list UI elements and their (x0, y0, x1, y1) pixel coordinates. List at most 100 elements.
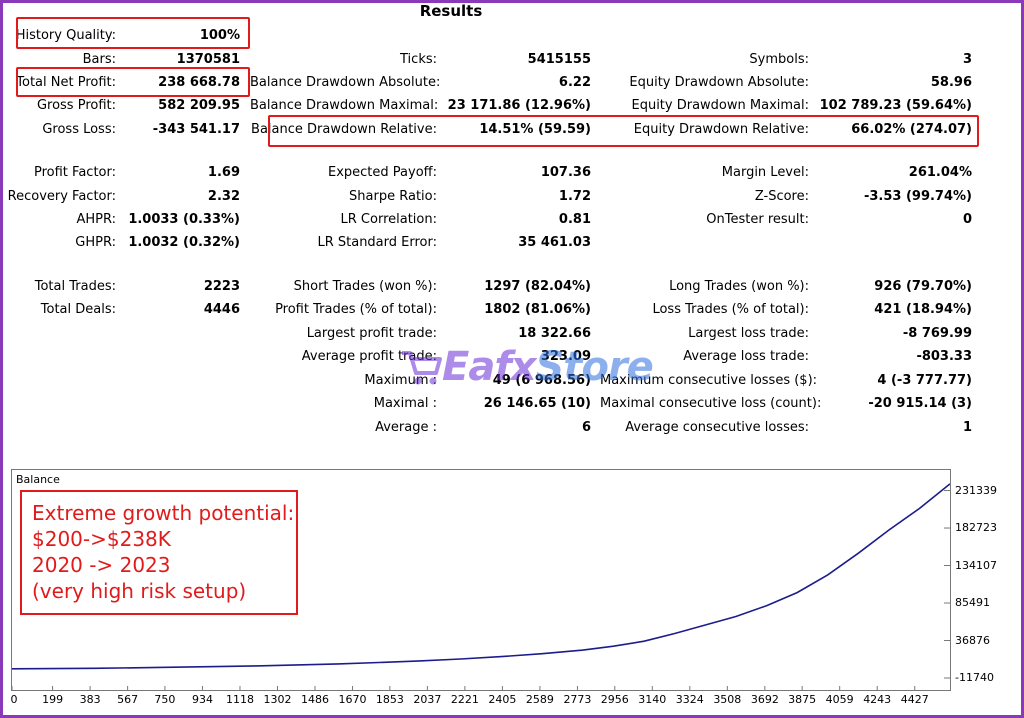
ghpr-label: GHPR: (75, 235, 116, 250)
equity-dd-max-label: Equity Drawdown Maximal: (631, 98, 809, 113)
long-trades-label: Long Trades (won %): (669, 279, 809, 294)
cart-icon (402, 351, 442, 385)
callout-line-3: 2020 -> 2023 (32, 553, 171, 577)
maximal-value: 26 146.65 (10) (483, 396, 591, 411)
short-trades-label: Short Trades (won %): (293, 279, 437, 294)
expected-payoff-label: Expected Payoff: (328, 165, 437, 180)
x-tick-label: 750 (154, 693, 176, 706)
profit-trades-label: Profit Trades (% of total): (275, 302, 437, 317)
avg-profit-value: 323.09 (540, 349, 591, 364)
total-net-profit-value: 238 668.78 (158, 75, 240, 90)
y-tick-label: -11740 (955, 671, 994, 684)
balance-dd-abs-label: Balance Drawdown Absolute: (250, 75, 441, 90)
avg-loss-label: Average loss trade: (683, 349, 809, 364)
growth-callout: Extreme growth potential: $200->$238K 20… (20, 490, 298, 615)
watermark-text-store: Store (535, 344, 654, 390)
x-tick-label: 4243 (863, 693, 892, 706)
callout-line-1: Extreme growth potential: (32, 501, 295, 525)
x-tick-label: 1302 (263, 693, 292, 706)
x-tick-label: 199 (42, 693, 64, 706)
gross-loss-label: Gross Loss: (42, 122, 116, 137)
x-tick-label: 2221 (450, 693, 479, 706)
x-tick-label: 0 (10, 693, 18, 706)
x-tick-label: 3324 (675, 693, 704, 706)
lr-correlation-value: 0.81 (558, 212, 591, 227)
margin-level-value: 261.04% (908, 165, 972, 180)
balance-dd-max-label: Balance Drawdown Maximal: (250, 98, 439, 113)
x-tick-label: 3692 (750, 693, 779, 706)
y-tick-label: 231339 (955, 483, 997, 497)
x-tick-label: 3140 (638, 693, 667, 706)
balance-dd-rel-value: 14.51% (59.59) (479, 122, 591, 137)
x-tick-label: 2773 (563, 693, 592, 706)
ahpr-label: AHPR: (76, 212, 116, 227)
average-value: 6 (581, 420, 591, 435)
avg-consec-losses-value: 1 (962, 420, 972, 435)
largest-loss-label: Largest loss trade: (688, 326, 809, 341)
gross-loss-value: -343 541.17 (152, 122, 240, 137)
equity-dd-max-value: 102 789.23 (59.64%) (819, 98, 972, 113)
loss-trades-value: 421 (18.94%) (874, 302, 972, 317)
equity-dd-abs-label: Equity Drawdown Absolute: (629, 75, 809, 90)
eafxstore-watermark: Eafx Store (400, 344, 654, 390)
max-consec-losses-label: Maximum consecutive losses ($): (600, 373, 818, 388)
x-tick-label: 4059 (825, 693, 854, 706)
ontester-label: OnTester result: (706, 212, 809, 227)
total-trades-value: 2223 (203, 279, 240, 294)
margin-level-label: Margin Level: (721, 165, 809, 180)
average-label: Average : (375, 420, 437, 435)
y-tick-label: 36876 (955, 633, 990, 647)
largest-loss-value: -8 769.99 (902, 326, 972, 341)
bars-label: Bars: (82, 52, 116, 67)
x-tick-label: 383 (79, 693, 101, 706)
recovery-factor-label: Recovery Factor: (7, 189, 116, 204)
callout-line-4: (very high risk setup) (32, 579, 247, 603)
total-trades-label: Total Trades: (34, 279, 116, 294)
largest-profit-label: Largest profit trade: (306, 326, 437, 341)
x-tick-label: 1486 (301, 693, 329, 706)
x-tick-label: 3875 (788, 693, 817, 706)
equity-dd-rel-value: 66.02% (274.07) (851, 122, 972, 137)
x-tick-label: 2589 (525, 693, 554, 706)
avg-loss-value: -803.33 (916, 349, 972, 364)
lr-correlation-label: LR Correlation: (340, 212, 437, 227)
chart-title: Balance (16, 473, 60, 486)
maximal-consec-loss-value: -20 915.14 (3) (868, 396, 972, 411)
balance-series-line (11, 483, 951, 670)
z-score-value: -3.53 (99.74%) (863, 189, 972, 204)
profit-factor-label: Profit Factor: (34, 165, 116, 180)
symbols-label: Symbols: (749, 52, 809, 67)
balance-dd-abs-value: 6.22 (558, 75, 591, 90)
total-deals-value: 4446 (203, 302, 240, 317)
recovery-factor-value: 2.32 (207, 189, 240, 204)
balance-dd-rel-label: Balance Drawdown Relative: (251, 122, 437, 137)
ticks-value: 5415155 (527, 52, 591, 67)
z-score-label: Z-Score: (754, 189, 809, 204)
total-net-profit-label: Total Net Profit: (16, 75, 116, 90)
callout-line-2: $200->$238K (32, 527, 171, 551)
sharpe-ratio-label: Sharpe Ratio: (349, 189, 437, 204)
y-tick-label: 85491 (955, 596, 990, 609)
equity-dd-abs-value: 58.96 (930, 75, 972, 90)
symbols-value: 3 (962, 52, 972, 67)
bars-value: 1370581 (176, 52, 240, 67)
x-tick-label: 2956 (600, 693, 629, 706)
profit-factor-value: 1.69 (207, 165, 240, 180)
x-tick-label: 2037 (413, 693, 442, 706)
x-tick-label: 1670 (338, 693, 367, 706)
maximal-consec-loss-label: Maximal consecutive loss (count): (600, 396, 822, 411)
x-tick-label: 3508 (713, 693, 742, 706)
sharpe-ratio-value: 1.72 (558, 189, 591, 204)
total-deals-label: Total Deals: (40, 302, 116, 317)
expected-payoff-value: 107.36 (540, 165, 591, 180)
ticks-label: Ticks: (400, 52, 437, 67)
equity-dd-rel-label: Equity Drawdown Relative: (633, 122, 809, 137)
balance-chart-svg (11, 483, 951, 690)
long-trades-value: 926 (79.70%) (874, 279, 972, 294)
ghpr-value: 1.0032 (0.32%) (128, 235, 240, 250)
short-trades-value: 1297 (82.04%) (484, 279, 591, 294)
history-quality-value: 100% (199, 28, 240, 43)
x-tick-label: 1853 (375, 693, 404, 706)
lr-std-error-value: 35 461.03 (518, 235, 591, 250)
profit-trades-value: 1802 (81.06%) (484, 302, 591, 317)
